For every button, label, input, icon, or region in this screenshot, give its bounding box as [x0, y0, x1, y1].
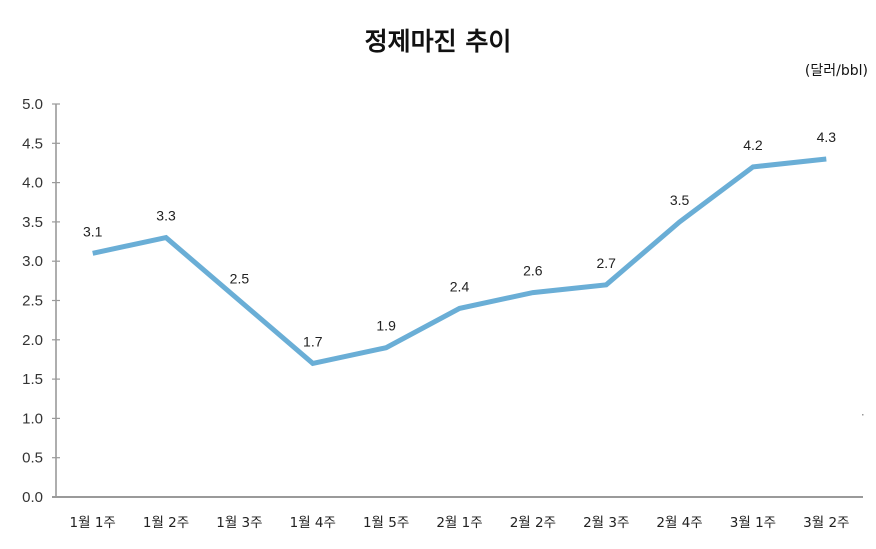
x-tick-label: 1월 5주: [363, 515, 409, 531]
data-series: [92, 156, 827, 367]
data-point-label: 3.5: [670, 192, 690, 208]
y-axis: 0.0 0.5 1.0 1.5 2.0 2.5 3.0 3.5 4.0 4.5 5.0: [22, 96, 60, 506]
y-tick-label: 2.5: [22, 293, 43, 310]
y-tick-label: 3.5: [22, 214, 43, 231]
x-axis: 1월 1주 1월 2주 1월 3주 1월 4주 1월 5주 2월 1주 2월 2주 2월 3주…: [52, 496, 863, 531]
data-point-label: 2.4: [450, 278, 470, 294]
data-point-label: 2.7: [596, 255, 616, 271]
data-point-label: 4.3: [817, 129, 837, 145]
x-tick-label: 1월 3주: [216, 515, 262, 531]
x-tick-label: 2월 2주: [510, 515, 556, 531]
data-point-label: 4.2: [743, 137, 763, 153]
y-tick-label: 1.5: [22, 371, 43, 388]
data-point-label: 2.5: [230, 271, 250, 287]
x-tick-label: 1월 1주: [70, 515, 116, 531]
x-tick-label: 1월 2주: [143, 515, 189, 531]
y-tick-label: 4.5: [22, 135, 43, 152]
x-tick-label: 3월 2주: [803, 515, 849, 531]
data-labels: 3.1 3.3 2.5 1.7 1.9 2.4 2.6 2.7 3.5 4.2 4.3: [83, 129, 836, 349]
y-tick-label: 4.0: [22, 175, 43, 192]
data-point-label: 2.6: [523, 263, 543, 279]
data-point-label: 1.7: [303, 333, 323, 349]
y-tick-label: 1.0: [22, 410, 43, 427]
data-point-label: 3.3: [156, 208, 176, 224]
y-tick-label: 0.5: [22, 450, 43, 467]
y-tick-label: 0.0: [22, 489, 43, 506]
x-tick-label: 2월 4주: [656, 515, 702, 531]
chart-title: 정제마진 추이: [364, 27, 512, 56]
unit-label: (달러/bbl): [804, 63, 868, 79]
x-tick-label: 1월 4주: [290, 515, 336, 531]
y-tick-label: 2.0: [22, 332, 43, 349]
data-point-label: 3.1: [83, 223, 103, 239]
y-tick-label: 3.0: [22, 253, 43, 270]
data-point-label: 1.9: [376, 318, 396, 334]
x-tick-label: 2월 1주: [436, 515, 482, 531]
series-line: [92, 156, 827, 367]
y-tick-label: 5.0: [22, 96, 43, 113]
stray-dot: [862, 414, 864, 416]
x-tick-label: 2월 3주: [583, 515, 629, 531]
x-tick-label: 3월 1주: [730, 515, 776, 531]
